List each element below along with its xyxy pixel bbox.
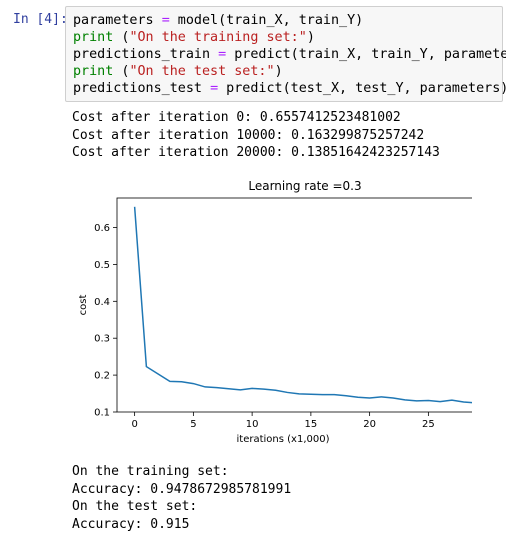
x-tick-label: 0 xyxy=(131,419,137,430)
x-tick-label: 15 xyxy=(305,419,318,430)
plot-frame xyxy=(117,198,472,412)
code-token: predictions_test xyxy=(73,81,210,96)
code-token: = xyxy=(218,47,226,62)
chart-title: Learning rate =0.3 xyxy=(248,179,361,193)
x-tick-label: 10 xyxy=(246,419,259,430)
code-token: ( xyxy=(113,64,129,79)
code-token: ) xyxy=(307,30,315,45)
cost-series-line xyxy=(135,207,472,403)
code-token: predict(train_X, train_Y, parameters) xyxy=(226,47,506,62)
code-token: predict(test_X, test_Y, parameters) xyxy=(218,81,506,96)
output-line: Accuracy: 0.9478672985781991 xyxy=(72,481,291,499)
code-token: = xyxy=(210,81,218,96)
code-token: = xyxy=(162,13,170,28)
y-tick-label: 0.6 xyxy=(94,223,110,234)
y-tick-label: 0.1 xyxy=(94,408,110,419)
y-axis-label: cost xyxy=(78,295,89,316)
code-line: print ("On the training set:") xyxy=(73,29,315,46)
output-line: Accuracy: 0.915 xyxy=(72,516,189,533)
code-token: ) xyxy=(275,64,283,79)
code-line: predictions_test = predict(test_X, test_… xyxy=(73,80,506,97)
code-token: predictions_train xyxy=(73,47,218,62)
output-line: Cost after iteration 10000: 0.1632998752… xyxy=(72,127,424,145)
output-line: On the test set: xyxy=(72,498,197,516)
output-line: Cost after iteration 0: 0.65574125234810… xyxy=(72,109,401,127)
code-token: print xyxy=(73,64,113,79)
x-axis-ticks: 051015202530 xyxy=(131,412,472,430)
code-token: ( xyxy=(113,30,129,45)
code-token: print xyxy=(73,30,113,45)
code-line: parameters = model(train_X, train_Y) xyxy=(73,12,363,29)
cost-series-points xyxy=(135,207,472,403)
learning-curve-chart: Learning rate =0.3 051015202530 0.10.20.… xyxy=(72,170,472,450)
y-axis-ticks: 0.1 0.2 0.3 0.4 0.5 0.6 xyxy=(94,223,117,418)
code-token: parameters xyxy=(73,13,162,28)
code-line: predictions_train = predict(train_X, tra… xyxy=(73,46,506,63)
code-token: "On the test set:" xyxy=(129,64,274,79)
input-prompt: In [4]: xyxy=(13,12,68,27)
code-token: model(train_X, train_Y) xyxy=(170,13,363,28)
output-line: Cost after iteration 20000: 0.1385164242… xyxy=(72,144,440,162)
y-tick-label: 0.5 xyxy=(94,260,110,271)
y-tick-label: 0.3 xyxy=(94,334,110,345)
x-tick-label: 5 xyxy=(190,419,196,430)
y-tick-label: 0.2 xyxy=(94,371,110,382)
code-line: print ("On the test set:") xyxy=(73,63,283,80)
y-tick-label: 0.4 xyxy=(94,297,110,308)
code-cell-input[interactable]: parameters = model(train_X, train_Y)prin… xyxy=(65,6,503,102)
x-tick-label: 25 xyxy=(422,419,435,430)
output-line: On the training set: xyxy=(72,463,229,481)
x-tick-label: 20 xyxy=(363,419,376,430)
x-axis-label: iterations (x1,000) xyxy=(237,434,330,445)
code-token: "On the training set:" xyxy=(129,30,306,45)
